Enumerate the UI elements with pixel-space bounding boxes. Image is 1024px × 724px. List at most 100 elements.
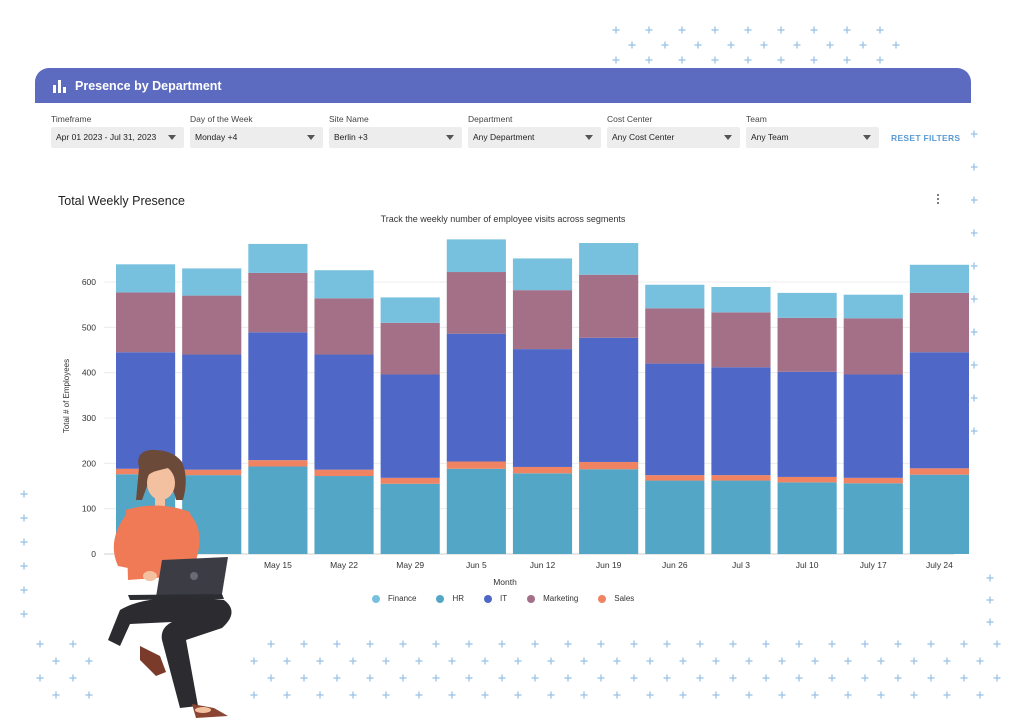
x-tick-label: Jun 19 [596, 560, 622, 570]
bar-segment-sales [909, 468, 969, 475]
bar-segment-hr [182, 475, 242, 554]
bar-segment-it [645, 363, 705, 476]
legend-item[interactable]: IT [484, 594, 507, 603]
bar-segment-hr [380, 483, 440, 554]
bar-segment-finance [116, 264, 176, 293]
bar-segment-marketing [579, 274, 639, 338]
bar-segment-finance [248, 243, 308, 273]
chart-title: Track the weekly number of employee visi… [380, 214, 626, 224]
legend-label: Marketing [543, 594, 579, 603]
filter-value: Monday +4 [195, 132, 238, 142]
bar-segment-it [314, 354, 374, 470]
bar-segment-finance [777, 292, 837, 318]
legend-item[interactable]: Marketing [527, 594, 578, 603]
department-select[interactable]: Any Department [468, 127, 601, 148]
panel-header: Presence by Department [35, 68, 971, 103]
filter-site-name: Site Name Berlin +3 [329, 113, 462, 148]
x-tick-label: Jun 5 [466, 560, 487, 570]
filter-timeframe: Timeframe Apr 01 2023 - Jul 31, 2023 [51, 113, 184, 148]
bar-segment-finance [314, 270, 374, 299]
legend-swatch [527, 594, 536, 603]
bar-segment-finance [512, 258, 573, 291]
filter-value: Any Department [473, 132, 535, 142]
filter-label: Cost Center [607, 114, 653, 124]
x-tick-label: Jul 10 [796, 560, 819, 570]
x-axis-label: Month [493, 577, 517, 587]
bar-segment-finance [182, 268, 242, 296]
bar-segment-it [248, 332, 308, 461]
legend-item[interactable]: Sales [598, 594, 634, 603]
reset-filters-button[interactable]: RESET FILTERS [891, 133, 961, 143]
legend-label: Finance [388, 594, 417, 603]
filter-bar: Timeframe Apr 01 2023 - Jul 31, 2023 Day… [51, 113, 971, 153]
bar-segment-finance [909, 264, 969, 293]
timeframe-select[interactable]: Apr 01 2023 - Jul 31, 2023 [51, 127, 184, 148]
bar-segment-it [380, 374, 440, 478]
bar-segment-sales [380, 477, 440, 484]
bar-segment-sales [512, 466, 573, 474]
team-select[interactable]: Any Team [746, 127, 879, 148]
bar-segment-marketing [182, 295, 242, 355]
legend-swatch [436, 594, 445, 603]
bar-segment-hr [512, 473, 573, 554]
bar-segment-finance [711, 286, 771, 313]
bar-segment-sales [248, 460, 308, 467]
filter-value: Any Cost Center [612, 132, 675, 142]
legend-swatch [372, 594, 380, 603]
bar-segment-sales [116, 468, 176, 475]
chart-legend: Finance HR IT Marketing Sales [372, 594, 634, 603]
day-of-week-select[interactable]: Monday +4 [190, 127, 323, 148]
filter-label: Team [746, 114, 767, 124]
x-tick-label: Jun 26 [662, 560, 688, 570]
y-tick-label: 400 [82, 368, 96, 378]
bar-segment-sales [843, 477, 903, 484]
more-vertical-icon[interactable] [934, 193, 942, 207]
legend-item[interactable]: HR [436, 594, 464, 603]
bar-segment-it [909, 352, 969, 469]
legend-item[interactable]: Finance [372, 594, 416, 603]
bar-segment-marketing [380, 322, 440, 375]
bar-segment-sales [711, 475, 771, 481]
bar-segment-marketing [116, 292, 176, 353]
cost-center-select[interactable]: Any Cost Center [607, 127, 740, 148]
bar-segment-hr [579, 469, 639, 554]
bar-segment-marketing [645, 308, 705, 364]
y-axis-label: Total # of Employees [62, 359, 71, 433]
bar-segment-it [777, 371, 837, 477]
bar-segment-marketing [314, 298, 374, 355]
y-tick-label: 300 [82, 413, 96, 423]
bar-segment-finance [645, 284, 705, 309]
filter-day-of-week: Day of the Week Monday +4 [190, 113, 323, 148]
y-tick-label: 500 [82, 322, 96, 332]
x-tick-label: July 17 [860, 560, 887, 570]
legend-swatch [484, 594, 493, 603]
bar-segment-it [711, 367, 771, 476]
bar-segment-hr [843, 483, 903, 554]
bar-segment-hr [645, 480, 705, 554]
bar-segment-it [579, 337, 639, 462]
legend-swatch [598, 594, 607, 603]
bar-segment-finance [579, 243, 639, 275]
filter-value: Berlin +3 [334, 132, 368, 142]
bar-segment-it [182, 354, 242, 470]
x-tick-label: Jun 12 [530, 560, 556, 570]
bar-segment-marketing [248, 272, 308, 333]
filter-value: Apr 01 2023 - Jul 31, 2023 [56, 132, 157, 142]
x-tick-label: May 15 [264, 560, 292, 570]
panel-title: Presence by Department [75, 78, 222, 93]
legend-label: IT [500, 594, 508, 603]
bar-segment-hr [116, 474, 176, 554]
x-tick-label: July 24 [926, 560, 953, 570]
chevron-down-icon [307, 135, 315, 140]
y-tick-label: 600 [82, 277, 96, 287]
bar-segment-hr [248, 466, 308, 554]
bar-segment-sales [645, 475, 705, 481]
chevron-down-icon [585, 135, 593, 140]
bar-segment-hr [314, 476, 374, 554]
filter-label: Timeframe [51, 114, 92, 124]
legend-label: Sales [614, 594, 635, 603]
site-name-select[interactable]: Berlin +3 [329, 127, 462, 148]
bar-segment-it [446, 333, 506, 462]
bar-segment-sales [446, 461, 506, 469]
